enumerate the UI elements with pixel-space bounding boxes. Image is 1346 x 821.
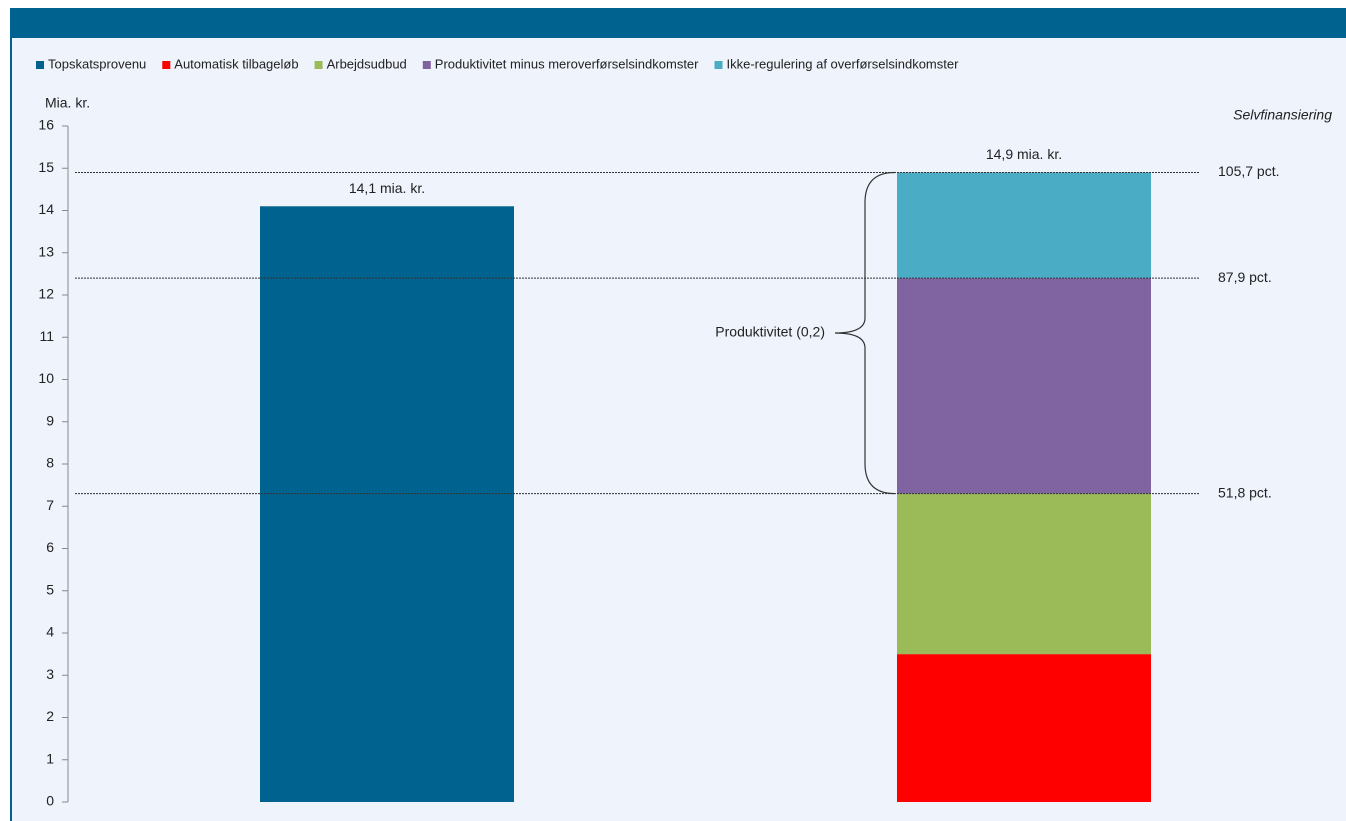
- value-label: 14,9 mia. kr.: [986, 146, 1062, 162]
- y-tick-label: 1: [46, 750, 54, 766]
- y-tick-label: 16: [38, 117, 54, 133]
- y-tick-label: 6: [46, 539, 54, 555]
- bar-segment: [897, 493, 1151, 655]
- legend-swatch: [714, 61, 723, 69]
- brace: [834, 171, 896, 495]
- y-tick-label: 13: [38, 243, 54, 259]
- reference-label: 87,9 pct.: [1218, 269, 1272, 285]
- legend-swatch: [36, 61, 44, 69]
- legend-label: Produktivitet minus meroverførselsindkom…: [435, 56, 699, 71]
- y-tick-label: 3: [46, 666, 54, 682]
- legend-label: Automatisk tilbageløb: [174, 56, 298, 71]
- legend-label: Arbejdsudbud: [327, 56, 407, 71]
- legend-swatch: [422, 61, 431, 69]
- legend-label: Ikke-regulering af overførselsindkomster: [727, 56, 960, 71]
- reference-label: 51,8 pct.: [1218, 484, 1272, 500]
- y-tick-label: 12: [38, 286, 54, 302]
- legend-swatch: [162, 61, 171, 69]
- y-tick-label: 0: [46, 793, 54, 809]
- y-tick-label: 9: [46, 412, 54, 428]
- y-tick-label: 15: [38, 159, 54, 175]
- brace-label: Produktivitet (0,2): [715, 324, 825, 340]
- legend-swatch: [314, 61, 323, 69]
- y-tick-label: 14: [38, 201, 54, 217]
- y-tick-label: 2: [46, 708, 54, 724]
- legend-label: Topskatsprovenu: [48, 56, 146, 71]
- bar-segment: [897, 654, 1151, 802]
- y-tick-label: 4: [46, 624, 54, 640]
- reference-label: 105,7 pct.: [1218, 163, 1280, 179]
- right-label: Selvfinansiering: [1233, 107, 1332, 123]
- y-tick-label: 10: [38, 370, 54, 386]
- y-axis-label: Mia. kr.: [45, 95, 90, 111]
- y-tick-label: 8: [46, 455, 54, 471]
- value-label: 14,1 mia. kr.: [349, 180, 425, 196]
- y-tick-label: 7: [46, 497, 54, 513]
- bar-segment: [897, 278, 1151, 494]
- bar-segment: [897, 172, 1151, 279]
- y-tick-label: 5: [46, 581, 54, 597]
- header-band: [10, 8, 1346, 38]
- bar-segment: [260, 206, 514, 802]
- y-tick-label: 11: [39, 328, 54, 344]
